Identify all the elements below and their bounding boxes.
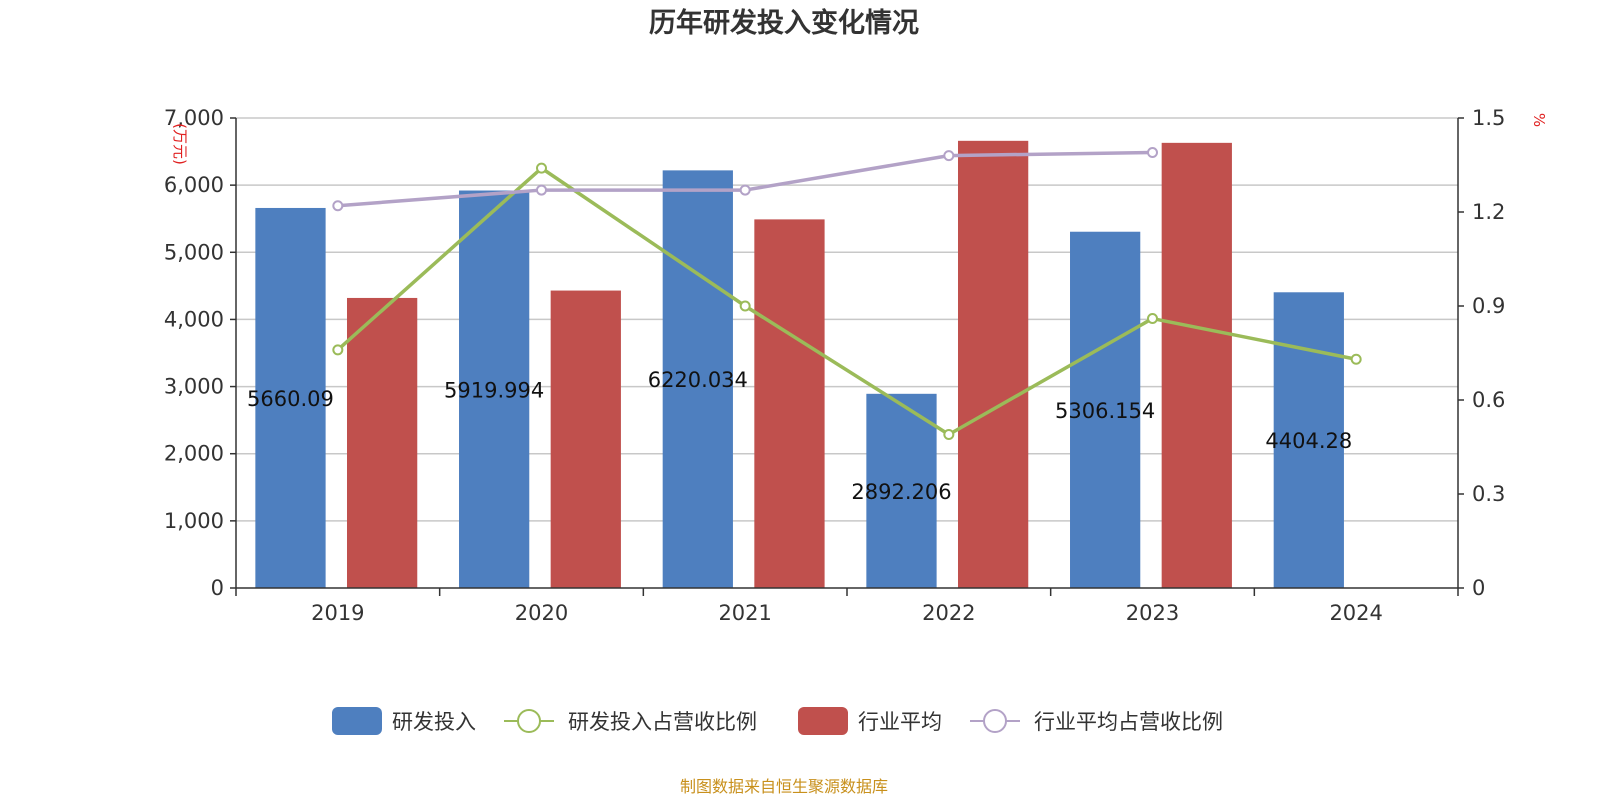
bar-rd: [662, 170, 733, 588]
legend-label: 行业平均: [858, 710, 942, 734]
legend-item[interactable]: 行业平均: [798, 707, 942, 735]
line-point: [1147, 313, 1158, 325]
legend-swatch-bar: [798, 707, 848, 735]
bar-value-label: 2892.206: [851, 480, 951, 504]
bar-rd: [459, 190, 530, 588]
legend-swatch-marker: [983, 709, 1007, 733]
line-point: [536, 162, 547, 174]
line-point: [332, 200, 344, 212]
right-tick-label: 1.5: [1472, 106, 1505, 130]
line-point: [332, 344, 344, 356]
line-point: [739, 184, 751, 196]
left-tick-label: 0: [211, 576, 224, 600]
bar-industry: [550, 290, 621, 588]
source-note: 制图数据来自恒生聚源数据库: [680, 777, 888, 796]
axes: 0 1,000 2,000 3,000 4,000 5,000 6,000 7,000 0 0.3…: [164, 106, 1548, 625]
right-tick-label: 0.6: [1472, 388, 1505, 412]
left-tick-label: 3,000: [164, 375, 224, 399]
left-tick-label: 7,000: [164, 106, 224, 130]
line-point: [1350, 353, 1362, 365]
legend-item[interactable]: 研发投入: [332, 707, 476, 735]
line-series-rd-ratio: [336, 166, 1357, 437]
left-tick-label: 2,000: [164, 442, 224, 466]
legend-label: 研发投入占营收比例: [568, 710, 757, 734]
right-tick-label: 0.3: [1472, 482, 1505, 506]
value-labels: 5660.09 5919.994 6220.034 2892.206 5306.154 4…: [247, 368, 1352, 504]
x-tick-label: 2021: [718, 601, 771, 625]
legend[interactable]: 研发投入 研发投入占营收比例 行业平均 行业平均占营收比例: [332, 707, 1223, 735]
bar-value-label: 5306.154: [1055, 399, 1155, 423]
left-tick-label: 5,000: [164, 240, 224, 264]
line-point: [943, 428, 955, 440]
bars: [255, 140, 1344, 589]
bar-rd: [866, 393, 937, 588]
x-tick-label: 2019: [311, 601, 364, 625]
chart-title: 历年研发投入变化情况: [649, 7, 919, 39]
bar-value-label: 6220.034: [648, 368, 748, 392]
left-tick-label: 4,000: [164, 307, 224, 331]
x-tick-label: 2023: [1126, 601, 1179, 625]
line-point: [943, 150, 955, 162]
bar-rd: [1273, 292, 1344, 588]
line-point: [1147, 146, 1158, 158]
x-tick-label: 2022: [922, 601, 975, 625]
bar-value-label: 5660.09: [247, 387, 334, 411]
bar-rd: [1070, 231, 1141, 588]
right-tick-label: 0: [1472, 576, 1485, 600]
lines: [332, 146, 1362, 440]
left-axis-unit: (万元): [171, 123, 189, 165]
x-tick-label: 2024: [1329, 601, 1382, 625]
right-axis-unit: %: [1530, 113, 1548, 127]
bar-industry: [957, 140, 1029, 589]
bar-industry: [346, 297, 418, 588]
bar-value-label: 4404.28: [1265, 429, 1352, 453]
bar-value-label: 5919.994: [444, 378, 544, 402]
line-point: [536, 184, 547, 196]
bar-industry: [754, 219, 825, 588]
legend-item[interactable]: 行业平均占营收比例: [970, 709, 1223, 734]
left-tick-label: 1,000: [164, 509, 224, 533]
line-series-industry-ratio: [337, 150, 1153, 208]
legend-label: 研发投入: [392, 710, 476, 734]
grid: [236, 117, 1458, 522]
right-tick-label: 0.9: [1472, 294, 1505, 318]
left-tick-label: 6,000: [164, 173, 224, 197]
legend-label: 行业平均占营收比例: [1034, 710, 1223, 734]
x-tick-label: 2020: [515, 601, 568, 625]
legend-swatch-marker: [517, 709, 541, 733]
line-point: [739, 300, 751, 312]
right-tick-label: 1.2: [1472, 200, 1505, 224]
bar-industry: [1161, 142, 1232, 589]
bar-rd: [255, 207, 326, 588]
legend-item[interactable]: 研发投入占营收比例: [504, 709, 757, 734]
legend-swatch-bar: [332, 707, 382, 735]
